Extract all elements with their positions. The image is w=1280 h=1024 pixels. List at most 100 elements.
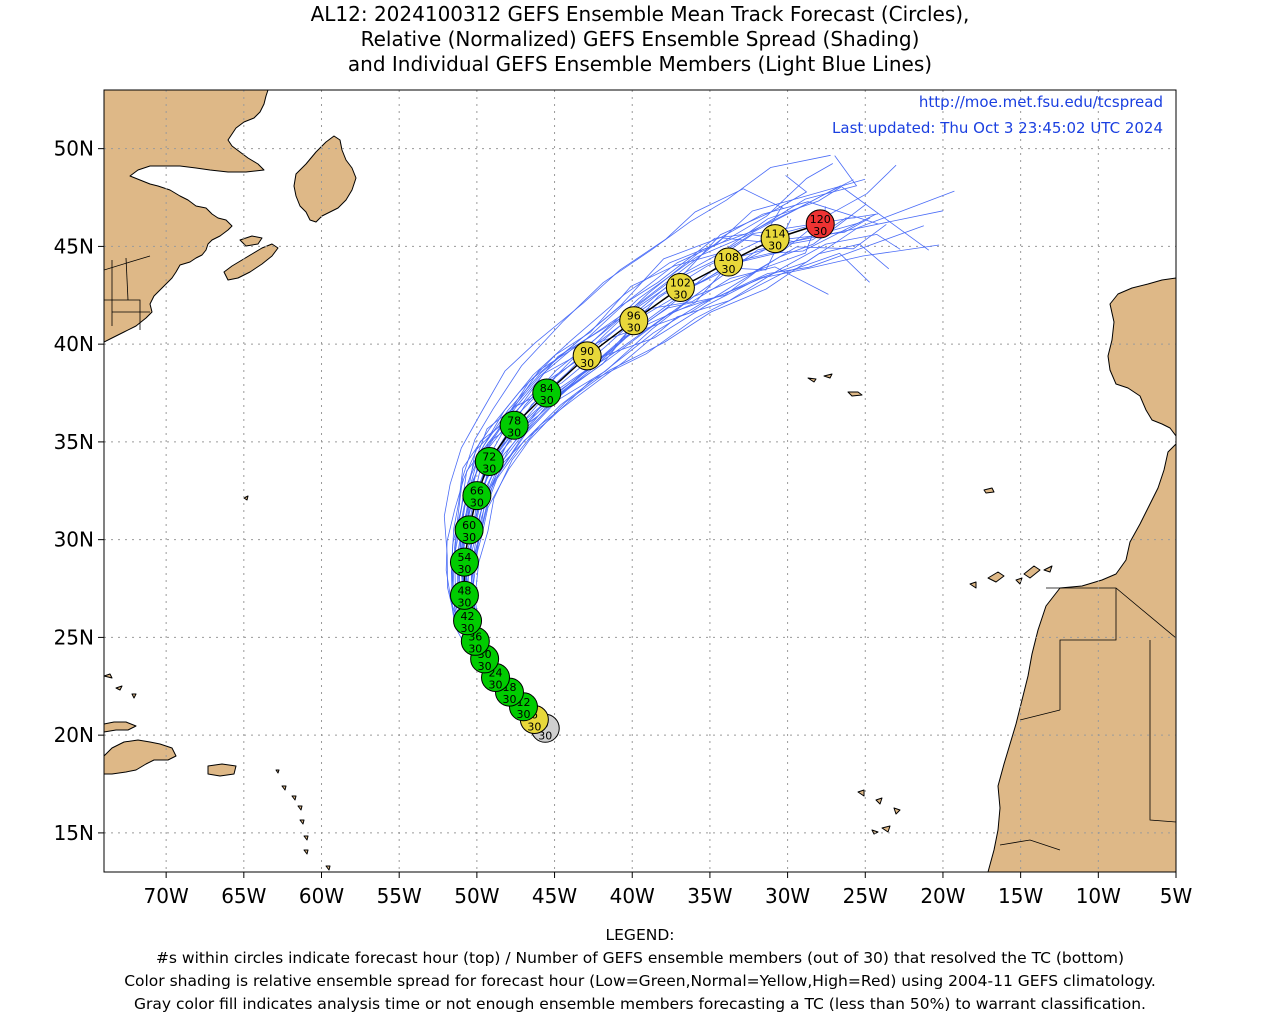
land-madeira [983,487,995,494]
land-cuba [104,721,137,733]
forecast-hour-label: 120 [810,213,831,226]
lat-tick-label: 30N [54,528,94,552]
lon-tick-label: 5W [1160,884,1193,908]
legend-heading: LEGEND: [605,926,675,944]
land-puerto-rico [207,763,237,777]
forecast-circle-fill [572,341,602,371]
land-masses [104,90,1176,872]
lat-tick-label: 35N [54,430,94,454]
lat-tick-label: 40N [54,332,94,356]
forecast-circle-fill [454,515,484,545]
lon-tick-label: 25W [843,884,888,908]
forecast-circle-fill [449,580,479,610]
title-line-2: Relative (Normalized) GEFS Ensemble Spre… [360,27,920,51]
forecast-hour-label: 108 [718,251,739,264]
forecast-hour-label: 90 [580,345,594,358]
member-count-label: 30 [468,642,482,655]
credit-updated: Last updated: Thu Oct 3 23:45:02 UTC 202… [832,119,1163,137]
land-azores [807,373,863,397]
member-count-label: 30 [457,563,471,576]
member-count-label: 30 [768,240,782,253]
member-count-label: 30 [673,288,687,301]
lat-lon-grid [104,90,1176,872]
lon-tick-label: 40W [610,884,655,908]
land-lesser-antilles [243,495,331,871]
lat-tick-label: 50N [54,137,94,161]
lon-tick-label: 35W [687,884,732,908]
land-bahamas [104,673,137,699]
member-count-label: 30 [538,729,552,742]
member-count-label: 30 [461,622,475,635]
lat-tick-label: 25N [54,625,94,649]
forecast-circle-fill [760,224,790,254]
forecast-circle-fill [714,247,744,277]
forecast-hour-label: 102 [670,276,691,289]
lon-tick-label: 20W [920,884,965,908]
lon-tick-label: 10W [1076,884,1121,908]
forecast-hour-label: 42 [461,610,475,623]
lat-tick-label: 45N [54,234,94,258]
axis-labels: 70W 65W 60W 55W 50W 45W 40W 35W 30W 25W 20W 15W 10W 5… [54,137,1193,908]
land-pei [239,235,263,247]
forecast-hour-label: 60 [462,519,476,532]
lat-tick-label: 15N [54,821,94,845]
member-count-label: 30 [478,660,492,673]
member-count-label: 30 [813,225,827,238]
forecast-circle-fill [805,209,835,239]
forecast-circle-fill [665,272,695,302]
forecast-circle-fill [474,446,504,476]
land-north-america [104,90,269,343]
forecast-circle-fill [449,547,479,577]
forecast-hour-label: 48 [457,584,471,597]
map-frame [103,89,1177,873]
lon-tick-label: 30W [765,884,810,908]
lon-tick-label: 70W [144,884,189,908]
lat-tick-label: 20N [54,723,94,747]
title-line-1: AL12: 2024100312 GEFS Ensemble Mean Trac… [310,2,970,26]
land-hispaniola [104,739,177,775]
legend-line-1: #s within circles indicate forecast hour… [155,949,1125,967]
forecast-hour-label: 84 [540,382,554,395]
lon-tick-label: 45W [532,884,577,908]
member-count-label: 30 [489,678,503,691]
credit-url[interactable]: http://moe.met.fsu.edu/tcspread [919,93,1163,111]
member-count-label: 30 [627,322,641,335]
member-count-label: 30 [540,394,554,407]
forecast-hour-label: 72 [482,450,496,463]
member-count-label: 30 [580,357,594,370]
member-count-label: 30 [507,426,521,439]
member-count-label: 30 [457,596,471,609]
forecast-hour-label: 78 [507,414,521,427]
member-count-label: 30 [502,693,516,706]
lon-tick-label: 60W [299,884,344,908]
member-count-label: 30 [482,462,496,475]
forecast-circle-fill [532,378,562,408]
ocean-background [104,90,1176,872]
member-count-label: 30 [462,531,476,544]
forecast-circle-fill [462,481,492,511]
title-line-3: and Individual GEFS Ensemble Members (Li… [347,52,933,76]
forecast-hour-label: 114 [765,228,786,241]
lon-tick-label: 55W [377,884,422,908]
member-count-label: 30 [527,721,541,734]
land-iberia [1107,277,1176,437]
forecast-circle-fill [499,410,529,440]
forecast-hour-label: 54 [457,551,471,564]
member-count-label: 30 [516,708,530,721]
lon-tick-label: 15W [998,884,1043,908]
axis-ticks [98,148,1177,878]
